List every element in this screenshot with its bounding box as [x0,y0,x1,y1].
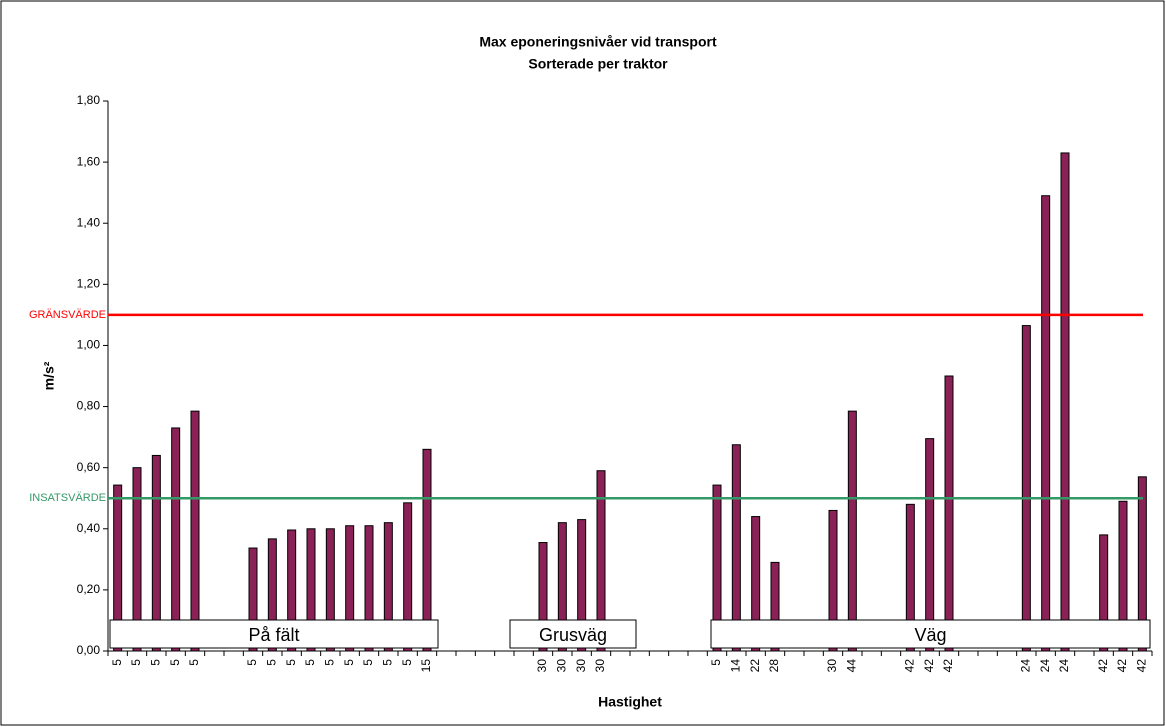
x-axis-title: Hastighet [598,694,662,710]
x-tick-label: 42 [941,659,955,673]
group-label: Väg [914,625,946,645]
x-tick-label: 28 [767,659,781,673]
x-tick-label: 42 [1115,659,1129,673]
x-tick-label: 22 [748,659,762,673]
group-box [710,619,1151,649]
y-tick-label: 1,20 [77,277,101,291]
group-label: På fält [248,625,299,645]
chart-title: Max eponeringsnivåer vid transport [479,34,717,50]
x-tick-label: 5 [381,659,395,666]
x-tick-label: 5 [323,659,337,666]
x-tick-label: 14 [729,659,743,673]
group-label: Grusväg [539,625,607,645]
x-tick-label: 5 [187,659,201,666]
y-tick-label: 0,00 [77,643,101,657]
x-tick-label: 15 [419,659,433,673]
x-tick-label: 5 [265,659,279,666]
x-tick-label: 24 [1038,659,1052,673]
y-tick-label: 1,00 [77,338,101,352]
y-tick-label: 1,60 [77,154,101,168]
reference-label: GRÄNSVÄRDE [29,309,106,321]
x-tick-label: 5 [168,659,182,666]
x-tick-label: 24 [1019,659,1033,673]
x-tick-label: 30 [535,659,549,673]
x-tick-label: 5 [400,659,414,666]
group-box [509,619,637,649]
x-tick-label: 44 [845,659,859,673]
x-tick-label: 42 [903,659,917,673]
x-tick-label: 42 [1096,659,1110,673]
x-tick-label: 5 [149,659,163,666]
y-tick-label: 0,80 [77,399,101,413]
bar [190,410,200,652]
group-box [109,619,439,649]
bar [925,438,935,652]
bar [1041,195,1051,652]
x-tick-label: 30 [825,659,839,673]
bar [1021,325,1031,652]
x-tick-label: 30 [555,659,569,673]
x-tick-label: 30 [593,659,607,673]
x-tick-label: 30 [574,659,588,673]
x-tick-label: 5 [303,659,317,666]
x-tick-label: 5 [245,659,259,666]
reference-label: INSATSVÄRDE [29,492,106,504]
x-tick-label: 5 [129,659,143,666]
x-tick-label: 5 [284,659,298,666]
y-tick-label: 0,60 [77,460,101,474]
bar [1060,152,1070,652]
bar [944,375,954,652]
x-tick-label: 5 [110,659,124,666]
x-tick-label: 5 [342,659,356,666]
y-axis-title: m/s² [41,361,57,390]
y-tick-label: 0,20 [77,582,101,596]
x-tick-label: 5 [361,659,375,666]
chart-subtitle: Sorterade per traktor [528,56,668,72]
bar [847,410,857,652]
y-tick-label: 1,80 [77,93,101,107]
y-tick-label: 0,40 [77,521,101,535]
y-tick-label: 1,40 [77,215,101,229]
x-tick-label: 42 [922,659,936,673]
x-tick-label: 5 [709,659,723,666]
bar [171,427,181,652]
x-tick-label: 24 [1057,659,1071,673]
x-tick-label: 42 [1135,659,1149,673]
